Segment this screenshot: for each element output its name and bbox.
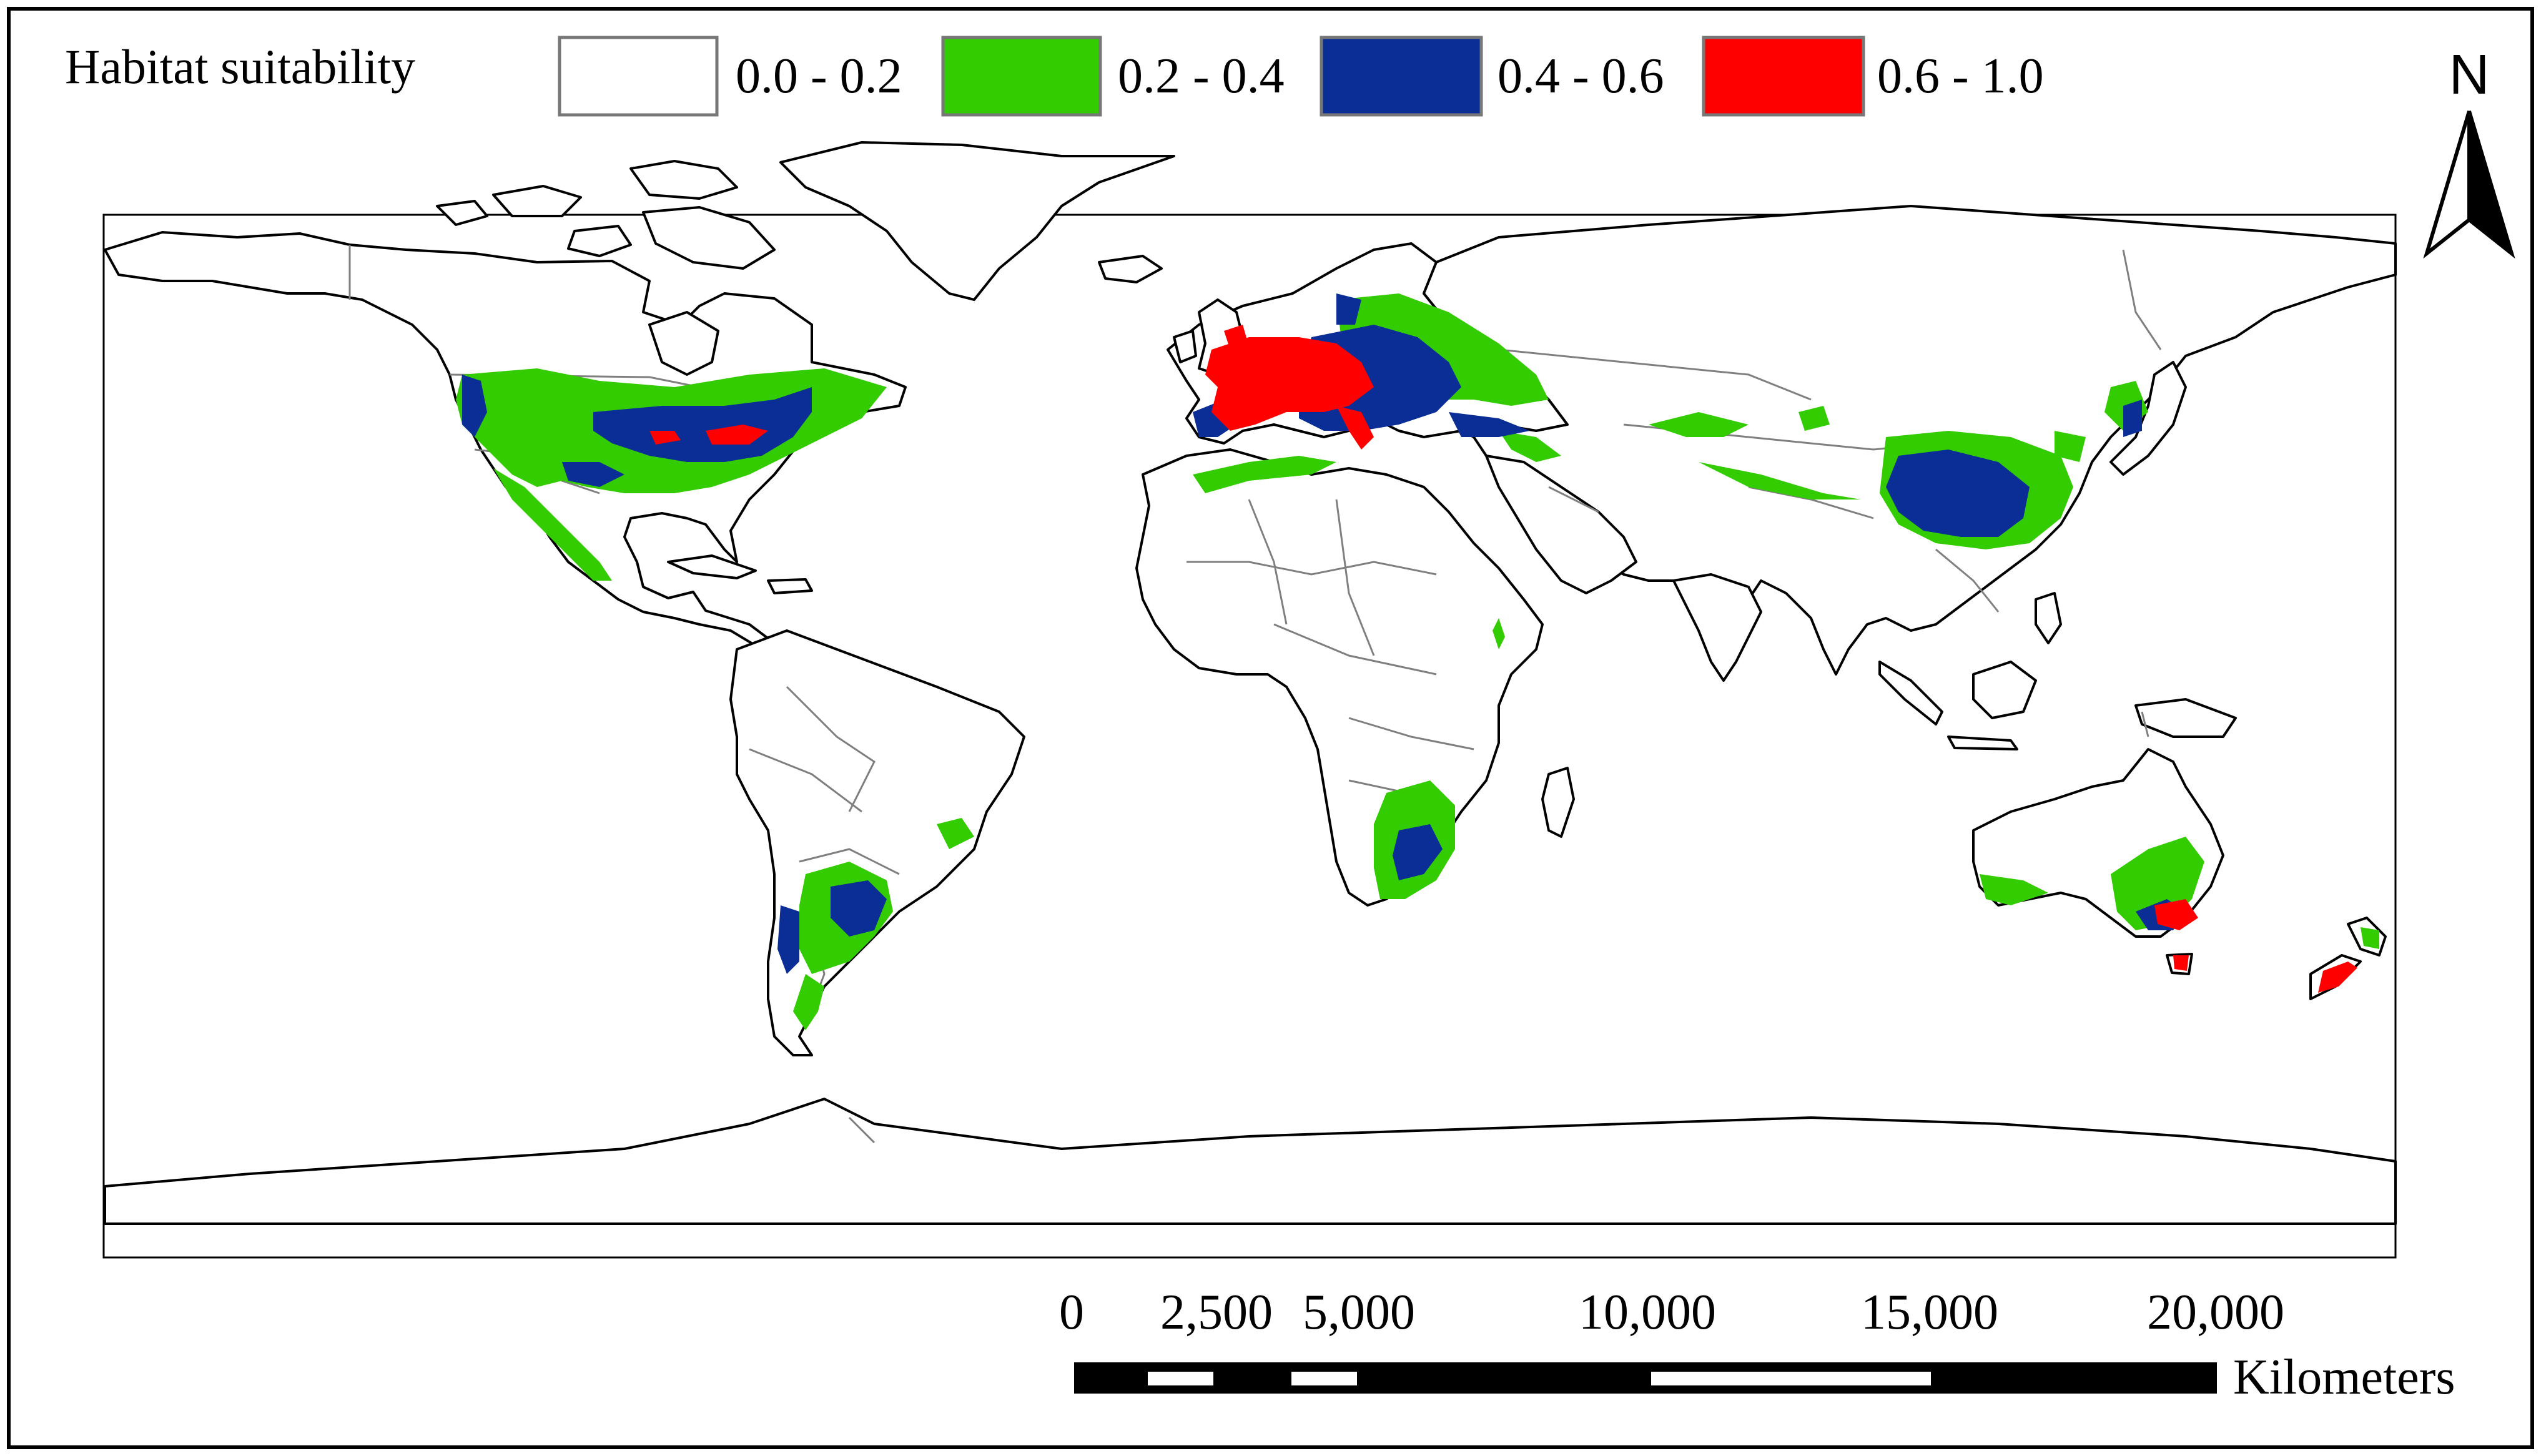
- new-guinea: [2134, 698, 2237, 738]
- greenland: [779, 141, 1175, 301]
- scale-tick-0: 0: [1059, 1285, 1084, 1340]
- legend-label-1: 0.2 - 0.4: [1118, 49, 1285, 104]
- scale-bar: 0 2,500 5,000 10,000 15,000 20,000 Kilom…: [1059, 1285, 2455, 1405]
- scale-bar-segment-1: [1148, 1372, 1213, 1385]
- legend-title: Habitat suitability: [65, 39, 415, 94]
- java: [1947, 735, 2018, 750]
- scale-tick-1: 2,500: [1160, 1285, 1273, 1340]
- antarctica: [104, 1098, 2397, 1225]
- legend-swatch-0: [558, 36, 719, 117]
- scale-tick-4: 15,000: [1861, 1285, 1998, 1340]
- scale-tick-5: 20,000: [2147, 1285, 2284, 1340]
- legend-swatch-2: [1320, 36, 1483, 117]
- arctic-island-5: [436, 200, 488, 226]
- legend-label-0: 0.0 - 0.2: [736, 49, 902, 104]
- map-extent: [102, 214, 2397, 1259]
- sumatra: [1878, 661, 1943, 726]
- hispaniola: [767, 578, 813, 594]
- legend-swatch-3: [1702, 36, 1865, 117]
- arabia: [1485, 455, 1637, 594]
- legend-label-3: 0.6 - 1.0: [1877, 49, 2044, 104]
- legend-swatch-1: [941, 36, 1102, 117]
- scale-bar-body: [1074, 1362, 2217, 1394]
- arctic-island-2: [492, 185, 582, 217]
- north-arrow-label: N: [2449, 44, 2490, 106]
- philippines: [2035, 592, 2062, 644]
- legend: Habitat suitability 0.0 - 0.2 0.2 - 0.4 …: [65, 36, 2044, 117]
- scale-bar-segment-5: [1651, 1372, 1931, 1385]
- ireland: [1173, 330, 1197, 363]
- cuba: [667, 554, 757, 579]
- scale-bar-segment-3: [1291, 1372, 1357, 1385]
- scale-tick-3: 10,000: [1579, 1285, 1716, 1340]
- arctic-island-3: [642, 206, 776, 270]
- iceland: [1098, 255, 1163, 283]
- suitability-very-high: [649, 325, 2357, 993]
- arctic-island-1: [629, 160, 738, 200]
- india: [1672, 573, 1762, 682]
- borneo: [1972, 661, 2037, 719]
- arctic-island-4: [567, 225, 632, 257]
- north-arrow-icon: N: [2423, 44, 2515, 259]
- madagascar: [1541, 767, 1575, 838]
- suitability-high: [462, 293, 2186, 974]
- scale-unit: Kilometers: [2233, 1350, 2455, 1405]
- scale-tick-2: 5,000: [1303, 1285, 1415, 1340]
- legend-label-2: 0.4 - 0.6: [1497, 49, 1664, 104]
- world-map: [102, 141, 2397, 1259]
- hudson-bay: [648, 311, 719, 376]
